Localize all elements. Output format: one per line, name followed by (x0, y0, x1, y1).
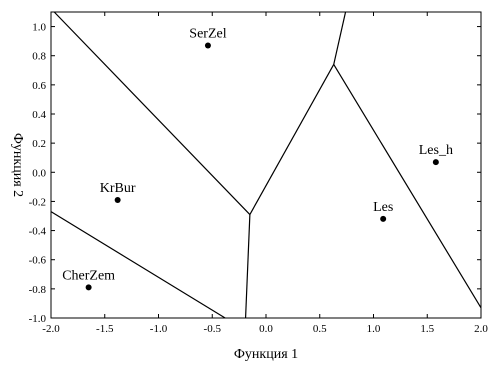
data-point-label: SerZel (189, 27, 226, 42)
data-point-label: KrBur (100, 181, 136, 196)
x-tick-label: 0.5 (313, 323, 327, 335)
data-point-label: CherZem (62, 268, 115, 283)
data-point (380, 215, 387, 222)
data-point (432, 159, 439, 166)
boundary-lines (50, 11, 482, 319)
y-tick-label: -1.0 (29, 313, 47, 325)
x-tick-label: -1.0 (150, 323, 168, 335)
data-point (85, 284, 92, 291)
x-tick-label: -0.5 (204, 323, 222, 335)
y-tick-label: 0.0 (32, 167, 46, 179)
boundary-line (249, 64, 335, 215)
y-tick-label: 1.0 (32, 22, 46, 34)
x-tick-label: 1.0 (367, 323, 381, 335)
x-tick-label: 1.5 (420, 323, 434, 335)
boundary-line (333, 64, 482, 309)
data-points: SerZel KrBur CherZem Les Les_h (62, 27, 453, 291)
x-tick-label: -1.5 (96, 323, 114, 335)
y-tick-label: 0.8 (32, 51, 46, 63)
y-tick-label: 0.6 (32, 80, 46, 92)
y-tick-label: 0.2 (32, 138, 46, 150)
axis-ticks: -2.0 -1.5 -1.0 -0.5 0.0 0.5 1.0 1.5 2.0 -1.0 -0.8 -… (29, 12, 488, 335)
plot-frame (50, 11, 482, 319)
data-point-label: Les (373, 200, 393, 215)
boundary-line (50, 211, 226, 319)
boundary-line (53, 11, 251, 215)
y-tick-label: -0.6 (29, 255, 47, 267)
x-tick-label: 2.0 (474, 323, 488, 335)
y-tick-label: 0.4 (32, 109, 46, 121)
data-point (204, 42, 211, 49)
x-tick-label: 0.0 (259, 323, 273, 335)
x-axis-label: Функция 1 (234, 347, 298, 362)
x-tick-label: -2.0 (42, 323, 60, 335)
y-tick-label: -0.8 (29, 284, 47, 296)
y-tick-label: -0.2 (29, 196, 46, 208)
boundary-line (333, 11, 347, 65)
data-point (114, 196, 121, 203)
data-point-label: Les_h (419, 143, 453, 158)
boundary-line (244, 214, 251, 319)
y-axis-label: Функция 2 (10, 133, 25, 197)
y-tick-label: -0.4 (29, 226, 47, 238)
